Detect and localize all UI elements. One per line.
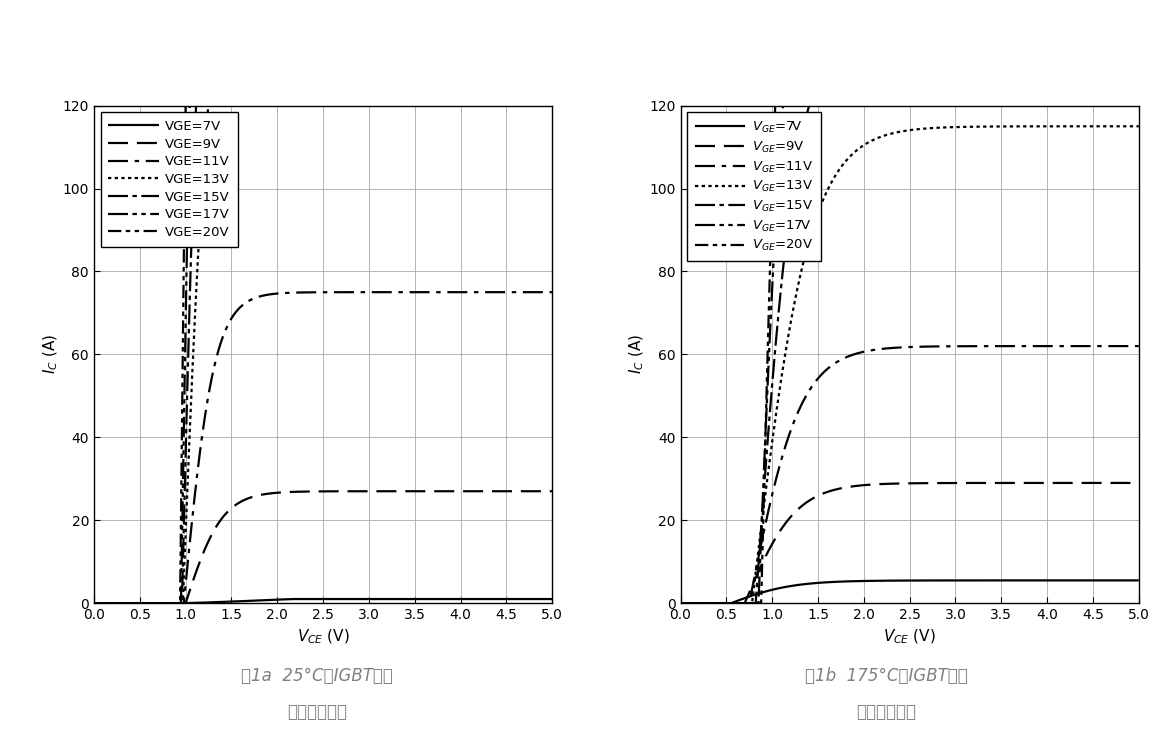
Text: 输出特性曲线: 输出特性曲线 — [286, 703, 348, 721]
Text: 图1b  175°C下IGBT典型: 图1b 175°C下IGBT典型 — [805, 667, 967, 685]
X-axis label: $V_{CE}$ (V): $V_{CE}$ (V) — [883, 627, 936, 646]
Y-axis label: $I_C$ (A): $I_C$ (A) — [41, 334, 60, 375]
Text: 输出特性曲线: 输出特性曲线 — [856, 703, 917, 721]
Y-axis label: $I_C$ (A): $I_C$ (A) — [628, 334, 647, 375]
X-axis label: $V_{CE}$ (V): $V_{CE}$ (V) — [297, 627, 350, 646]
Legend: $V_{GE}$=7V, $V_{GE}$=9V, $V_{GE}$=11V, $V_{GE}$=13V, $V_{GE}$=15V, $V_{GE}$=17V: $V_{GE}$=7V, $V_{GE}$=9V, $V_{GE}$=11V, … — [687, 112, 821, 262]
Text: 图1a  25°C下IGBT典型: 图1a 25°C下IGBT典型 — [241, 667, 393, 685]
Legend: VGE=7V, VGE=9V, VGE=11V, VGE=13V, VGE=15V, VGE=17V, VGE=20V: VGE=7V, VGE=9V, VGE=11V, VGE=13V, VGE=15… — [101, 112, 238, 247]
